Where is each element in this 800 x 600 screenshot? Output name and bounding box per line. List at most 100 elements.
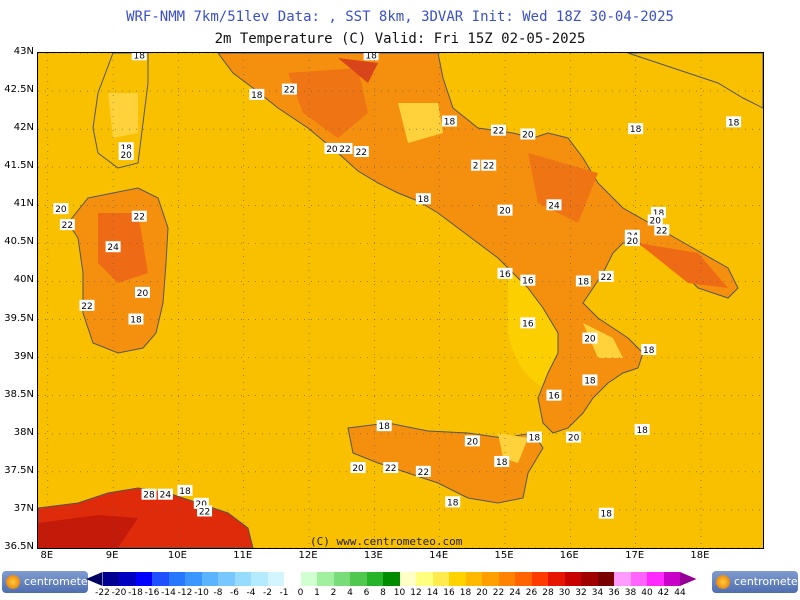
contour-label: 20 (135, 286, 151, 299)
colorbar-tick-label: 24 (509, 588, 521, 598)
contour-label-text: 2 (473, 162, 479, 172)
colorbar-swatch (267, 572, 284, 586)
contour-label: 18 (376, 420, 392, 432)
contour-label-box (118, 142, 134, 154)
colorbar-swatch (614, 572, 631, 586)
contour-label-box (624, 235, 640, 247)
contour-label: 18 (526, 431, 542, 444)
colorbar-tick-label: 32 (575, 588, 587, 598)
contour-label-box (634, 423, 650, 435)
colorbar-tick-label: 36 (608, 588, 620, 598)
contour-label: 20 (350, 462, 366, 474)
contour-label: 28 (141, 488, 157, 501)
colorbar-tick-label: 44 (674, 588, 686, 598)
colorbar-swatch (119, 572, 136, 586)
contour-label-box (249, 88, 265, 100)
colorbar-swatch (185, 572, 202, 586)
cool-area-corsica (108, 93, 138, 138)
contour-label-box (177, 484, 193, 496)
contour-label-box (363, 53, 379, 61)
lat-label: 41.5N (4, 160, 34, 172)
contour-label-text: 18 (601, 510, 613, 520)
contour-label-text: 22 (656, 226, 667, 236)
brand-logo-left: centrometeo (2, 571, 94, 593)
contour-label: 18 (249, 88, 265, 101)
contour-label-box (141, 488, 157, 500)
contour-label-box (464, 435, 480, 447)
contour-label-box (520, 128, 536, 140)
contour-label: 18 (582, 374, 598, 386)
lon-label: 10E (167, 550, 187, 561)
colorbar-swatch (597, 572, 614, 586)
colorbar-swatch (152, 572, 169, 586)
brand-text-left: centrometeo (24, 575, 95, 588)
contour-label-text: 18 (418, 195, 430, 205)
contour-label-text: 22 (199, 507, 210, 517)
warm-area-sardinia (98, 213, 148, 283)
contour-label-box (157, 488, 173, 500)
contour-label-text: 20 (352, 464, 364, 474)
colorbar-tick-label: -8 (213, 588, 223, 598)
colorbar-swatch (647, 572, 664, 586)
contour-label-text: 20 (627, 237, 639, 247)
contour-label-box (650, 206, 666, 218)
colorbar-tick-label: 6 (363, 588, 370, 598)
colorbar-tick-label: 8 (380, 588, 386, 598)
contour-label: 22 (654, 224, 670, 236)
contour-label: 18 (650, 206, 666, 219)
colorbar-tick-label: 16 (443, 588, 455, 598)
colorbar-swatch (498, 572, 515, 586)
lat-label: 42.5N (4, 84, 34, 96)
contour-label: 16 (497, 267, 513, 280)
contour-label-box (79, 299, 95, 311)
contour-label: 18 (131, 53, 147, 61)
contour-label-box (193, 497, 209, 509)
contour-label-text: 22 (601, 273, 612, 283)
contour-label: 18 (177, 484, 193, 497)
contour-label: 18 (128, 313, 144, 326)
contour-label: 20 (647, 214, 663, 227)
contour-label-text: 16 (522, 319, 534, 329)
contour-label-box (598, 270, 614, 282)
contour-label: 22 (353, 146, 369, 158)
cool-area-abruzzo (398, 103, 443, 143)
contour-label-text: 20 (55, 205, 67, 215)
contour-label-text: 18 (636, 426, 648, 436)
contour-label: 18 (628, 123, 644, 135)
lon-label: 9E (105, 550, 119, 561)
contour-label-box (628, 123, 644, 135)
contour-label-text: 18 (365, 53, 377, 61)
colorbar-tick-label: -10 (194, 588, 209, 598)
contour-label-text: 22 (493, 127, 504, 137)
contour-label-text: 22 (81, 302, 92, 312)
colorbar-tick-label: 10 (393, 588, 406, 598)
lon-label: 18E (690, 550, 710, 561)
colorbar-swatch (383, 572, 400, 586)
contour-label: 22 (79, 299, 95, 312)
contour-label-box (520, 317, 536, 329)
colorbar-swatch (531, 572, 548, 586)
contour-label-text: 22 (339, 145, 350, 155)
colorbar-tick-label: -20 (111, 588, 127, 598)
lat-label: 43N (13, 46, 34, 57)
contour-label-box (441, 115, 457, 127)
contour-label-box (546, 199, 562, 211)
lat-label: 37.5N (4, 464, 34, 476)
contour-label-box (118, 149, 134, 161)
contour-label-text: 18 (134, 53, 146, 61)
contour-label-box (497, 267, 513, 279)
contour-label: 18 (641, 344, 657, 356)
colorbar-swatch (234, 572, 251, 586)
contour-label-text: 22 (284, 86, 295, 96)
contour-label: 18 (726, 116, 742, 128)
colorbar-swatch (465, 572, 482, 586)
colorbar-swatch (300, 572, 317, 586)
contour-label-box (654, 224, 670, 236)
contour-label-text: 18 (653, 209, 665, 219)
contour-label: 18 (441, 115, 457, 128)
colorbar-tick-label: -12 (177, 588, 193, 598)
contour-label: 24 (546, 199, 562, 211)
colorbar-swatch (432, 572, 449, 586)
contour-label-text: 18 (584, 376, 596, 386)
